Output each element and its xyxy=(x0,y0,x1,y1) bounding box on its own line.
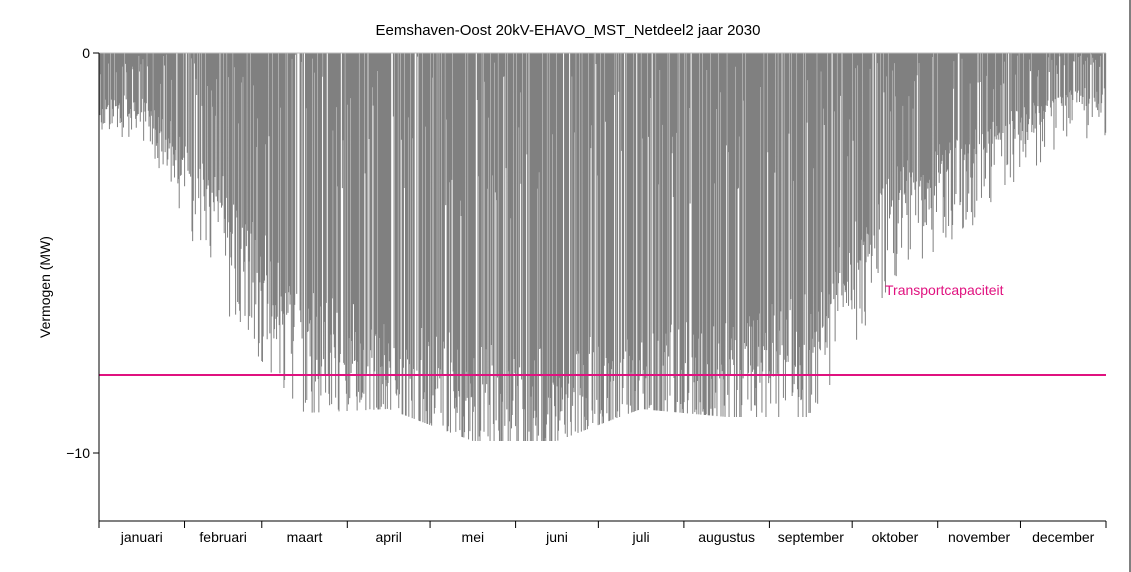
month-label-augustus: augustus xyxy=(698,529,755,545)
month-labels: januari februari maart april mei juni juli augu… xyxy=(98,521,1107,545)
month-label-maart: maart xyxy=(287,529,323,545)
month-label-februari: februari xyxy=(199,529,246,545)
y-tick-label: 0 xyxy=(82,45,90,61)
month-label-oktober: oktober xyxy=(872,529,919,545)
y-ticks: 0 −10 xyxy=(66,45,99,461)
month-label-januari: januari xyxy=(120,529,163,545)
month-label-april: april xyxy=(375,529,401,545)
y-axis-label: Vermogen (MW) xyxy=(37,236,53,338)
transport-capacity-label: Transportcapaciteit xyxy=(885,282,1004,298)
chart-title: Eemshaven-Oost 20kV-EHAVO_MST_Netdeel2 j… xyxy=(376,22,761,39)
month-label-juni: juni xyxy=(545,529,568,545)
month-label-mei: mei xyxy=(462,529,485,545)
month-label-september: september xyxy=(778,529,844,545)
y-tick-label: −10 xyxy=(66,445,90,461)
month-label-juli: juli xyxy=(632,529,650,545)
month-label-november: november xyxy=(948,529,1011,545)
month-label-december: december xyxy=(1032,529,1095,545)
